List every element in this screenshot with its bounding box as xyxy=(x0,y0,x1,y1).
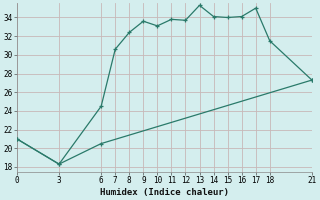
X-axis label: Humidex (Indice chaleur): Humidex (Indice chaleur) xyxy=(100,188,229,197)
